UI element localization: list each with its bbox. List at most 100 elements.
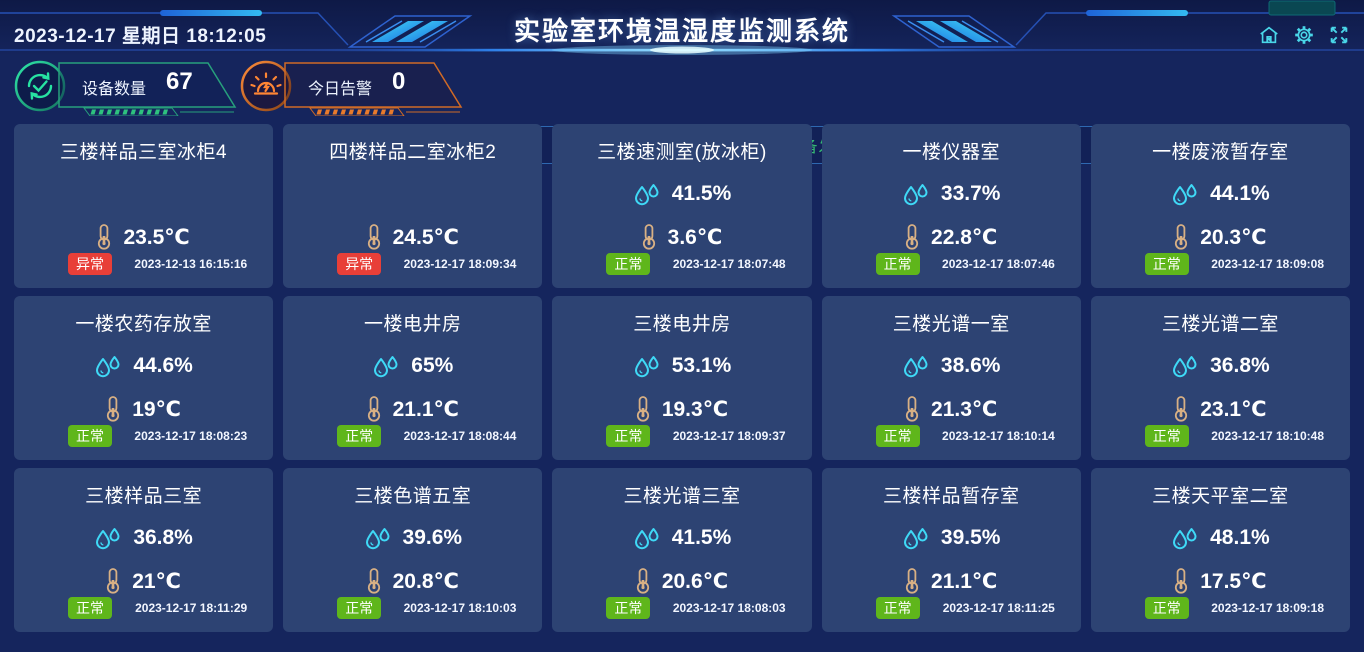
humidity-row: 44.1% (1171, 179, 1270, 209)
thermometer-icon (905, 224, 919, 250)
status-badge: 正常 (68, 424, 112, 447)
thermometer-icon (367, 568, 380, 594)
temperature-value: 20.8℃ (392, 569, 459, 593)
temperature-value: 21.3℃ (931, 397, 998, 421)
device-count-widget: 设备数量 67 (14, 58, 238, 116)
device-count-value: 67 (166, 68, 193, 95)
temperature-row: 23.5℃ (97, 222, 190, 252)
fullscreen-icon[interactable] (1328, 24, 1350, 46)
room-card[interactable]: 一楼农药存放室 44.6% 19℃ 正常 2023-12-17 18:08:23 (14, 296, 274, 460)
room-card[interactable]: 一楼废液暂存室 44.1% 20.3℃ 正常 2023-12-17 18:09:… (1090, 124, 1350, 288)
room-name: 三楼样品暂存室 (882, 486, 1020, 507)
room-card[interactable]: 三楼样品暂存室 39.5% 21.1℃ 正常 2023-12-17 18:11:… (821, 468, 1081, 632)
humidity-row: 48.1% (1171, 523, 1270, 553)
page-title: 实验室环境温湿度监测系统 (513, 16, 850, 46)
humidity-drops-icon (1173, 184, 1197, 206)
thermometer-icon (367, 224, 380, 250)
room-name: 一楼仪器室 (902, 142, 1000, 163)
device-check-sync-icon (14, 60, 66, 112)
room-card[interactable]: 三楼光谱二室 36.8% 23.1℃ 正常 2023-12-17 18:10:4… (1090, 296, 1350, 460)
timestamp: 2023-12-17 18:11:29 (135, 600, 248, 615)
card-footer: 正常 2023-12-17 18:08:03 (552, 596, 811, 619)
settings-gear-icon[interactable] (1293, 24, 1315, 46)
thermometer-icon (98, 224, 111, 250)
today-alarm-label: 今日告警 (308, 81, 373, 98)
humidity-row: 38.6% (902, 351, 1001, 381)
humidity-drops-icon (903, 528, 928, 550)
status-badge: 异常 (337, 252, 382, 275)
today-alarm-widget: 今日告警 0 (240, 58, 464, 116)
humidity-value: 53.1% (671, 354, 732, 377)
room-name: 四楼样品二室冰柜2 (329, 142, 497, 163)
timestamp: 2023-12-17 18:09:08 (1211, 256, 1324, 271)
humidity-value: 41.5% (671, 526, 732, 549)
humidity-value: 48.1% (1210, 526, 1270, 549)
card-footer: 正常 2023-12-17 18:09:08 (1091, 252, 1350, 275)
top-header: 2023-12-17 星期日 18:12:05 实验室环境温湿度监测系统 (0, 0, 1364, 56)
humidity-row: 33.7% (902, 179, 1001, 209)
room-name: 一楼电井房 (364, 314, 462, 335)
humidity-value: 36.8% (1210, 354, 1270, 377)
device-count-label: 设备数量 (82, 81, 147, 98)
thermometer-icon (367, 396, 380, 422)
home-icon[interactable] (1258, 24, 1280, 46)
card-footer: 正常 2023-12-17 18:10:03 (283, 596, 542, 619)
temperature-row: 17.5℃ (1174, 566, 1267, 596)
room-card[interactable]: 三楼色谱五室 39.6% 20.8℃ 正常 2023-12-17 18:10:0… (283, 468, 543, 632)
header-toolbar (1258, 24, 1350, 46)
thermometer-icon (107, 568, 120, 594)
thermometer-icon (1175, 224, 1188, 250)
room-card[interactable]: 三楼样品三室冰柜4 23.5℃ 异常 2023-12-13 16:15:16 (14, 124, 274, 288)
thermometer-icon (1175, 396, 1188, 422)
humidity-drops-icon (903, 356, 928, 378)
humidity-row: 39.6% (364, 523, 463, 553)
humidity-value: 39.6% (402, 526, 463, 549)
humidity-value: 38.6% (940, 354, 1001, 377)
status-badge: 正常 (1144, 252, 1189, 275)
humidity-value: 33.7% (940, 182, 1001, 205)
humidity-row: 44.6% (94, 351, 193, 381)
room-card[interactable]: 一楼电井房 65% 21.1℃ 正常 2023-12-17 18:08:44 (283, 296, 543, 460)
temperature-value: 23.5℃ (123, 225, 190, 249)
status-badge: 正常 (337, 424, 382, 447)
room-name: 一楼废液暂存室 (1152, 142, 1289, 163)
temperature-value: 21.1℃ (392, 397, 459, 421)
humidity-value: 39.5% (940, 526, 1001, 549)
temperature-row: 21.3℃ (905, 394, 997, 424)
timestamp: 2023-12-17 18:10:03 (403, 600, 517, 615)
temperature-value: 3.6℃ (667, 225, 723, 249)
humidity-value: 36.8% (133, 526, 193, 549)
timestamp: 2023-12-17 18:10:48 (1211, 428, 1324, 443)
room-card[interactable]: 三楼样品三室 36.8% 21℃ 正常 2023-12-17 18:11:29 (14, 468, 274, 632)
room-card[interactable]: 三楼光谱一室 38.6% 21.3℃ 正常 2023-12-17 18:10:1… (821, 296, 1081, 460)
timestamp: 2023-12-17 18:07:46 (942, 256, 1055, 271)
status-badge: 正常 (606, 424, 651, 447)
status-badge: 正常 (606, 596, 651, 619)
room-card[interactable]: 四楼样品二室冰柜2 24.5℃ 异常 2023-12-17 18:09:34 (283, 124, 543, 288)
room-card[interactable]: 三楼天平室二室 48.1% 17.5℃ 正常 2023-12-17 18:09:… (1090, 468, 1350, 632)
humidity-drops-icon (634, 184, 659, 206)
humidity-drops-icon (96, 528, 120, 550)
room-card[interactable]: 一楼仪器室 33.7% 22.8℃ 正常 2023-12-17 18:07:46 (821, 124, 1081, 288)
status-badge: 正常 (875, 424, 920, 447)
status-badge: 正常 (337, 596, 382, 619)
room-card[interactable]: 三楼光谱三室 41.5% 20.6℃ 正常 2023-12-17 18:08:0… (552, 468, 812, 632)
status-badge: 正常 (1144, 596, 1189, 619)
temperature-row: 22.8℃ (905, 222, 997, 252)
thermometer-icon (636, 396, 649, 422)
timestamp: 2023-12-17 18:07:48 (672, 256, 786, 271)
thermometer-icon (107, 396, 120, 422)
datetime-display: 2023-12-17 星期日 18:12:05 (14, 26, 267, 47)
status-badge: 正常 (68, 596, 112, 619)
room-name: 三楼天平室二室 (1152, 486, 1289, 507)
timestamp: 2023-12-17 18:09:34 (403, 256, 517, 271)
temperature-row: 24.5℃ (367, 222, 459, 252)
timestamp: 2023-12-17 18:09:37 (672, 428, 786, 443)
temperature-value: 22.8℃ (931, 225, 998, 249)
temperature-value: 19.3℃ (661, 397, 729, 421)
status-badge: 正常 (606, 252, 651, 275)
room-card[interactable]: 三楼速测室(放冰柜) 41.5% 3.6℃ 正常 2023-12-17 18:0… (552, 124, 812, 288)
temperature-row: 23.1℃ (1174, 394, 1267, 424)
humidity-row: 65% (372, 351, 453, 381)
room-card[interactable]: 三楼电井房 53.1% 19.3℃ 正常 2023-12-17 18:09:37 (552, 296, 812, 460)
